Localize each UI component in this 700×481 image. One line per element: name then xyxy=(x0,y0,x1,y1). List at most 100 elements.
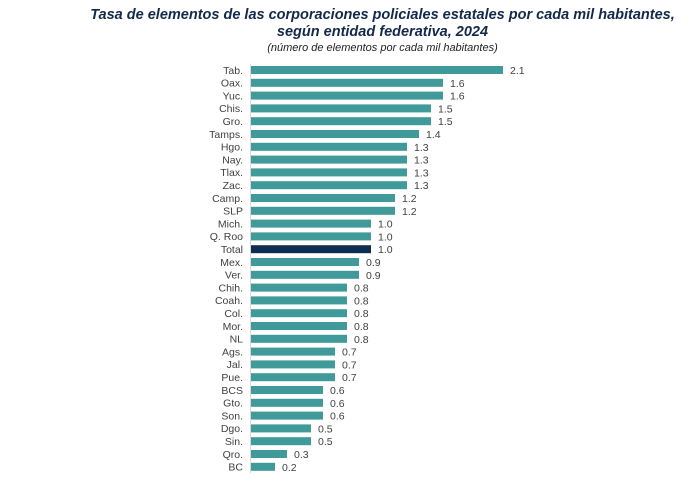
bar xyxy=(251,168,407,177)
bar xyxy=(251,91,443,100)
value-label: 1.0 xyxy=(378,219,393,231)
value-label: 0.6 xyxy=(330,398,345,410)
value-label: 0.3 xyxy=(294,449,309,461)
bar xyxy=(251,334,347,343)
bar xyxy=(251,283,347,292)
value-label: 1.2 xyxy=(402,193,417,205)
category-label: BCS xyxy=(221,385,243,397)
value-label: 1.2 xyxy=(402,206,417,218)
bar xyxy=(251,219,371,228)
bar xyxy=(251,411,323,420)
category-label: NL xyxy=(230,334,244,346)
category-label: Col. xyxy=(224,308,243,320)
value-label: 0.8 xyxy=(354,308,369,320)
bar xyxy=(251,181,407,190)
value-label: 1.0 xyxy=(378,231,393,243)
category-label: Mex. xyxy=(220,257,243,269)
category-label: Qro. xyxy=(223,449,243,461)
value-label: 1.6 xyxy=(450,78,465,90)
category-label: Hgo. xyxy=(221,142,243,154)
bar xyxy=(251,437,311,446)
value-label: 1.3 xyxy=(414,155,429,167)
bar xyxy=(251,360,335,369)
bar xyxy=(251,462,275,471)
bar xyxy=(251,296,347,305)
bar xyxy=(251,194,395,202)
category-label: Q. Roo xyxy=(210,231,243,243)
category-label: Ags. xyxy=(222,346,243,358)
value-label: 0.7 xyxy=(342,372,357,384)
value-label: 1.6 xyxy=(450,91,465,103)
bar xyxy=(251,322,347,330)
value-label: 1.3 xyxy=(414,142,429,154)
value-label: 1.5 xyxy=(438,103,453,115)
value-label: 0.8 xyxy=(354,295,369,307)
value-label: 2.1 xyxy=(510,65,525,77)
bar xyxy=(251,104,431,113)
value-label: 0.6 xyxy=(330,385,345,397)
category-label: BC xyxy=(228,462,243,474)
category-label: Total xyxy=(221,244,243,256)
category-label: Pue. xyxy=(221,372,243,384)
value-label: 0.8 xyxy=(354,321,369,333)
category-label: Tab. xyxy=(223,65,243,77)
value-label: 0.9 xyxy=(366,270,381,282)
bar xyxy=(251,270,359,279)
bar xyxy=(251,142,407,151)
category-label: Tamps. xyxy=(209,129,243,141)
bar xyxy=(251,309,347,318)
category-label: Camp. xyxy=(212,193,243,205)
value-label: 1.3 xyxy=(414,180,429,192)
category-label: Gro. xyxy=(223,116,243,128)
bar xyxy=(251,66,503,74)
bar xyxy=(251,117,431,126)
bar xyxy=(251,386,323,394)
value-label: 0.8 xyxy=(354,283,369,295)
value-label: 0.7 xyxy=(342,347,357,359)
category-label: Yuc. xyxy=(223,90,243,102)
value-label: 1.4 xyxy=(426,129,441,141)
bar xyxy=(251,130,419,138)
value-label: 0.7 xyxy=(342,359,357,371)
category-label: Nay. xyxy=(222,154,243,166)
category-label: Jal. xyxy=(227,359,243,371)
category-label: Chis. xyxy=(219,103,243,115)
chart-title-line2: según entidad federativa, 2024 xyxy=(276,24,489,40)
category-label: SLP xyxy=(223,206,243,218)
category-label: Oax. xyxy=(221,78,243,90)
bars-group: Tab. 2.1 Oax. 1.6 Yuc. 1.6 Chis. 1.5 Gro. 1.5 Tamp… xyxy=(209,65,525,474)
bar xyxy=(251,424,311,433)
bar-total xyxy=(251,245,371,254)
value-label: 1.5 xyxy=(438,116,453,128)
category-label: Chih. xyxy=(218,282,243,294)
value-label: 0.9 xyxy=(366,257,381,269)
bar xyxy=(251,398,323,407)
category-label: Zac. xyxy=(223,180,243,192)
value-label: 0.5 xyxy=(318,423,333,435)
bar xyxy=(251,155,407,164)
value-label: 0.5 xyxy=(318,436,333,448)
value-label: 0.2 xyxy=(282,462,297,474)
bar xyxy=(251,232,371,241)
value-label: 1.0 xyxy=(378,244,393,256)
category-label: Son. xyxy=(221,410,243,422)
bar xyxy=(251,450,287,458)
category-label: Tlax. xyxy=(220,167,243,179)
bar xyxy=(251,78,443,87)
bar xyxy=(251,258,359,266)
bar xyxy=(251,206,395,215)
value-label: 1.3 xyxy=(414,167,429,179)
category-label: Gto. xyxy=(223,398,243,410)
chart-title: Tasa de elementos de las corporaciones p… xyxy=(90,7,675,23)
category-label: Mich. xyxy=(218,218,243,230)
category-label: Coah. xyxy=(215,295,243,307)
value-label: 0.6 xyxy=(330,411,345,423)
bar xyxy=(251,373,335,382)
category-label: Dgo. xyxy=(221,423,243,435)
category-label: Sin. xyxy=(225,436,243,448)
category-label: Mor. xyxy=(223,321,243,333)
bar xyxy=(251,347,335,356)
value-label: 0.8 xyxy=(354,334,369,346)
chart-subtitle: (número de elementos por cada mil habita… xyxy=(267,42,498,54)
